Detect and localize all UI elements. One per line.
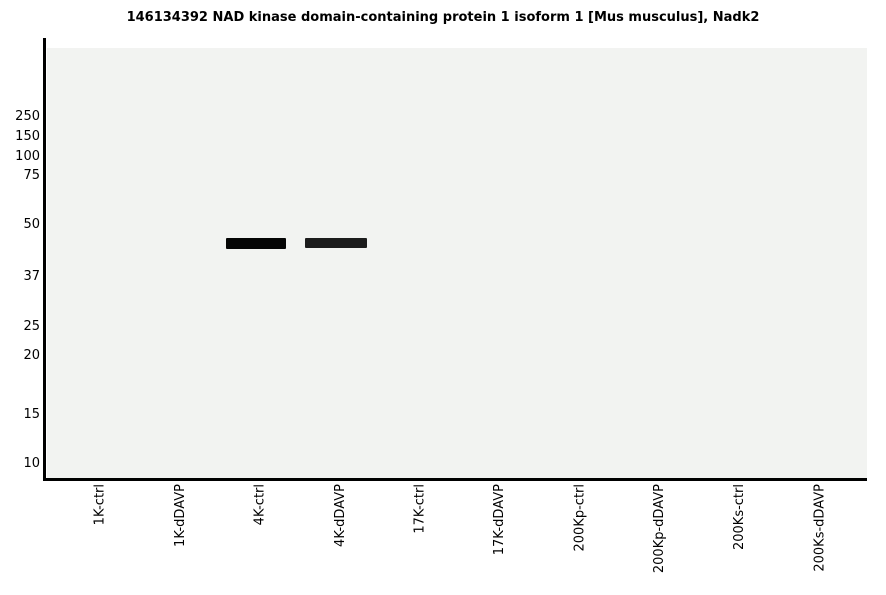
plot-area — [47, 48, 867, 478]
lane-label: 200Ks-dDAVP — [812, 484, 828, 572]
lane-label: 1K-ctrl — [92, 484, 108, 526]
protein-band — [226, 238, 286, 249]
y-tick-label: 150 — [15, 129, 40, 144]
lane-label: 4K-ctrl — [252, 484, 268, 526]
x-axis-line — [43, 478, 867, 481]
chart-title: 146134392 NAD kinase domain-containing p… — [126, 10, 760, 25]
lane-label: 17K-dDAVP — [492, 484, 508, 556]
lane-label: 4K-dDAVP — [332, 484, 348, 547]
y-tick-label: 20 — [23, 348, 40, 363]
lane-label: 200Kp-ctrl — [572, 484, 588, 552]
y-tick-label: 15 — [23, 407, 40, 422]
y-tick-label: 100 — [15, 149, 40, 164]
lane-label: 200Kp-dDAVP — [652, 484, 668, 574]
y-tick-label: 250 — [15, 109, 40, 124]
lane-label: 17K-ctrl — [412, 484, 428, 534]
lane-label: 1K-dDAVP — [172, 484, 188, 547]
y-tick-label: 37 — [23, 269, 40, 284]
y-tick-label: 75 — [23, 168, 40, 183]
y-tick-label: 25 — [23, 319, 40, 334]
protein-band — [305, 238, 367, 248]
y-tick-label: 50 — [23, 217, 40, 232]
lane-label: 200Ks-ctrl — [732, 484, 748, 551]
y-axis-line — [43, 38, 46, 481]
y-tick-label: 10 — [23, 456, 40, 471]
